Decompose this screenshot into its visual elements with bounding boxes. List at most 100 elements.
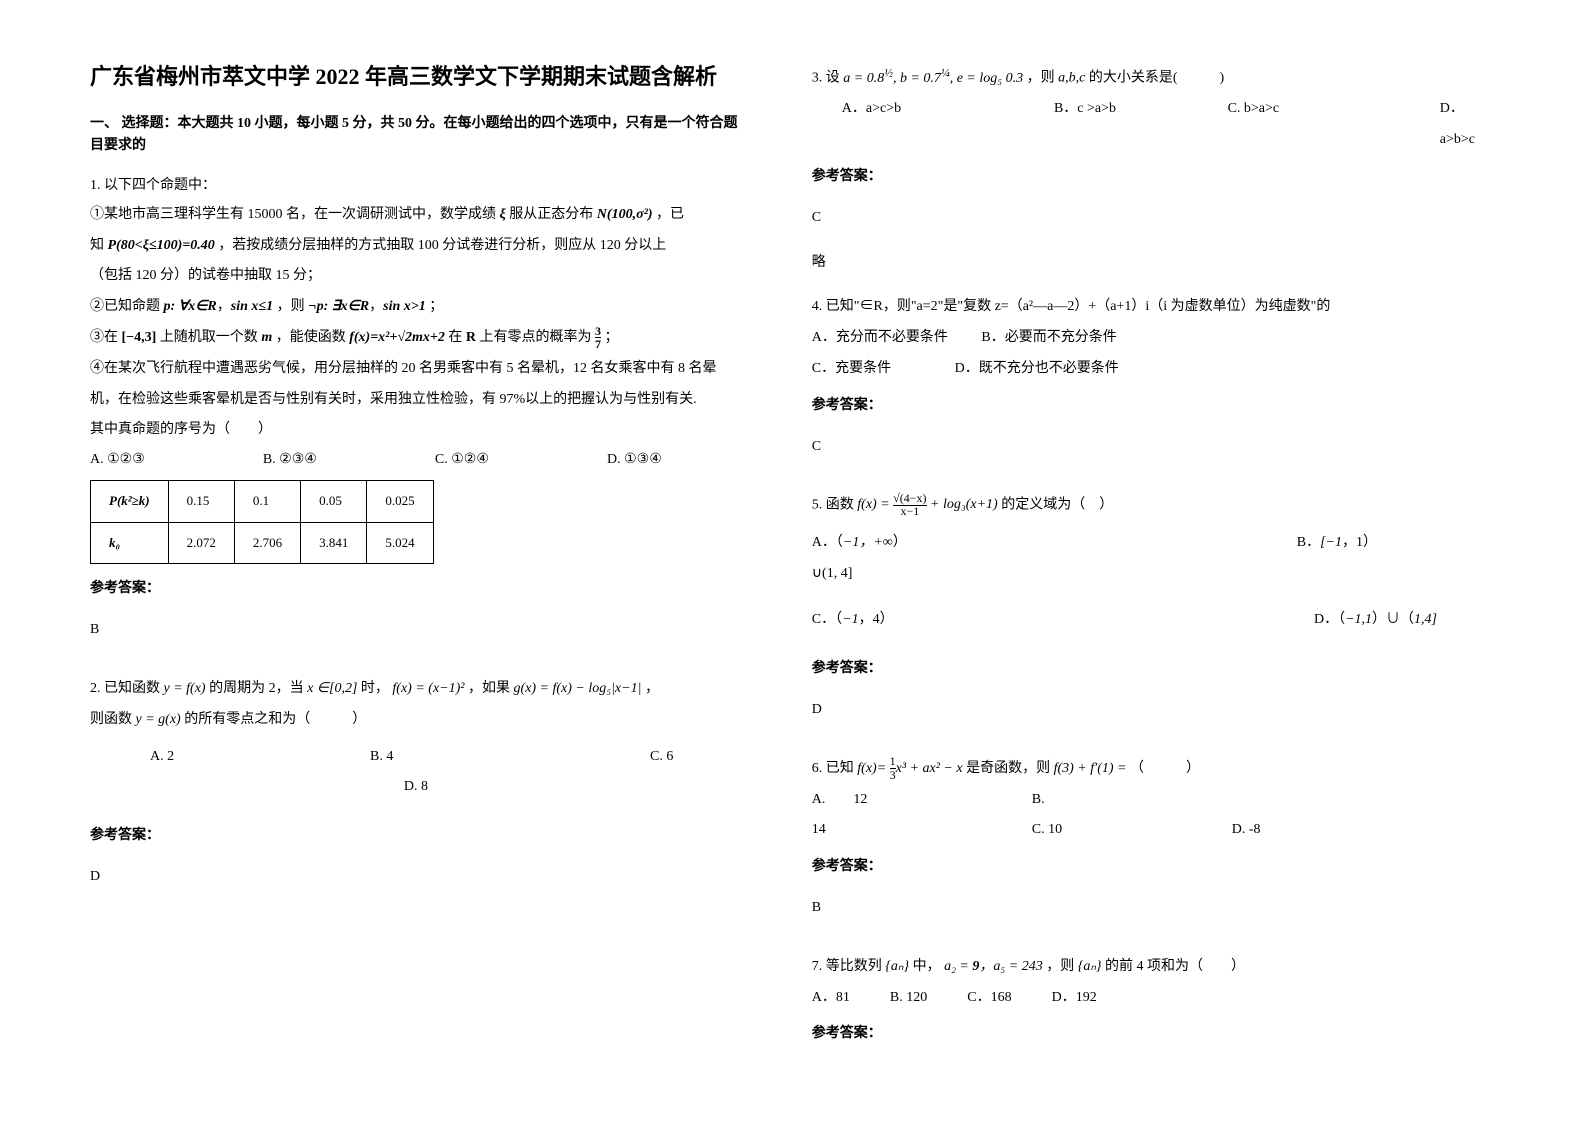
q1-l2a: 知 bbox=[90, 238, 104, 253]
q1-l1a: ①某地市高三理科学生有 15000 名，在一次调研测试中，数学成绩 bbox=[90, 207, 496, 222]
q2-answer: D bbox=[90, 862, 742, 893]
cell: k₀ bbox=[91, 522, 169, 564]
q1-stem: 1. 以下四个命题中： bbox=[90, 172, 742, 200]
abc: a,b,c bbox=[1058, 71, 1085, 86]
q1-options: A. ①②③ B. ②③④ C. ①②④ D. ①③④ bbox=[90, 446, 742, 474]
q3-optC: C. b>a>c bbox=[1228, 94, 1440, 156]
q2-l1e: ， bbox=[645, 681, 659, 696]
question-1: 1. 以下四个命题中： ①某地市高三理科学生有 15000 名，在一次调研测试中… bbox=[90, 172, 742, 660]
q1-optA: A. ①②③ bbox=[90, 446, 145, 474]
q2-line1: 2. 已知函数 y = f(x) 的周期为 2，当 x ∈[0,2] 时， f(… bbox=[90, 674, 742, 705]
q2-l2a: 则函数 bbox=[90, 712, 132, 727]
normal-dist: N(100,σ²) bbox=[597, 207, 653, 222]
q1-l5c: ，能使函数 bbox=[276, 330, 346, 345]
q6-f3: f(3) + f′(1) = bbox=[1054, 761, 1127, 776]
q1-l7: 其中真命题的序号为（ ） bbox=[90, 415, 742, 446]
cell: P(k²≥k) bbox=[91, 481, 169, 523]
q3-optB: B．c >a>b bbox=[1054, 94, 1228, 156]
r-sym: R bbox=[466, 330, 476, 345]
q3-answer-label: 参考答案： bbox=[812, 162, 1497, 193]
q1-l2b: ，若按成绩分层抽样的方式抽取 100 分试卷进行分析，则应从 120 分以上 bbox=[218, 238, 666, 253]
q6-opts-row2: 14 C. 10 D. -8 bbox=[812, 815, 1497, 846]
q4-answer: C bbox=[812, 432, 1497, 463]
q1-l5b: 上随机取一个数 bbox=[160, 330, 258, 345]
q1-answer: B bbox=[90, 615, 742, 646]
q5-optC: C．（−1，4） bbox=[812, 605, 894, 636]
q2-optB: B. 4 bbox=[370, 742, 650, 773]
q2-l1a: 2. 已知函数 bbox=[90, 681, 160, 696]
section-header: 一、 选择题：本大题共 10 小题，每小题 5 分，共 50 分。在每小题给出的… bbox=[90, 113, 742, 158]
q3-l1c: 的大小关系是( ) bbox=[1089, 71, 1224, 86]
table-row: k₀ 2.072 2.706 3.841 5.024 bbox=[91, 522, 434, 564]
an1: {aₙ} bbox=[885, 959, 909, 974]
q1-l1c: ，已 bbox=[656, 207, 684, 222]
q2-l1c: 时， bbox=[361, 681, 389, 696]
a2a5: a₂ = 9，a₅ = 243 bbox=[944, 959, 1043, 974]
cell: 0.025 bbox=[367, 481, 433, 523]
q5-opts1: A．（−1，+∞） B．[−1，1） bbox=[812, 528, 1497, 559]
q1-sub2: 知 P(80<ξ≤100)=0.40 ，若按成绩分层抽样的方式抽取 100 分试… bbox=[90, 231, 742, 262]
cell: 5.024 bbox=[367, 522, 433, 564]
q2-optC: C. 6 bbox=[650, 742, 673, 773]
q1-sub5: ③在 [−4,3] 上随机取一个数 m ，能使函数 f(x)=x²+√2mx+2… bbox=[90, 323, 742, 354]
q2-opts-row2: D. 8 bbox=[90, 772, 742, 803]
q7-opts: A．81 B. 120 C．168 D．192 bbox=[812, 983, 1497, 1014]
q7-answer-label: 参考答案： bbox=[812, 1019, 1497, 1050]
q1-l1b: 服从正态分布 bbox=[509, 207, 593, 222]
m-sym: m bbox=[261, 330, 272, 345]
q7-optA: A．81 bbox=[812, 983, 850, 1014]
q6-optB-val: 14 bbox=[812, 815, 1032, 846]
q2-l2b: 的所有零点之和为（ ） bbox=[184, 712, 366, 727]
q4-optD: D．既不充分也不必要条件 bbox=[955, 361, 1119, 376]
question-6: 6. 已知 f(x)= 13x³ + ax² − x 是奇函数，则 f(3) +… bbox=[812, 754, 1497, 938]
interval-expr: [−4,3] bbox=[122, 330, 157, 345]
q1-optC: C. ①②④ bbox=[435, 446, 489, 474]
q5-answer-label: 参考答案： bbox=[812, 654, 1497, 685]
q7-l1a: 7. 等比数列 bbox=[812, 959, 882, 974]
q5-optB2: ∪(1, 4] bbox=[812, 559, 1497, 590]
q5-optB: B．[−1，1） bbox=[1297, 528, 1377, 559]
q4-l1: 4. 已知"∈R，则"a=2"是"复数 z=（a²—a—2）+（a+1）i（i … bbox=[812, 292, 1497, 323]
q3-l1b: ，则 bbox=[1027, 71, 1055, 86]
question-4: 4. 已知"∈R，则"a=2"是"复数 z=（a²—a—2）+（a+1）i（i … bbox=[812, 292, 1497, 476]
q6-fx: f(x)= 13x³ + ax² − x bbox=[857, 761, 962, 776]
q1-l5d: 在 bbox=[448, 330, 462, 345]
q1-optD: D. ①③④ bbox=[607, 446, 662, 474]
q5-optA: A．（−1，+∞） bbox=[812, 528, 907, 559]
q1-l5a: ③在 bbox=[90, 330, 118, 345]
p-expr: p: ∀x∈R，sin x≤1 bbox=[164, 299, 274, 314]
q7-line1: 7. 等比数列 {aₙ} 中， a₂ = 9，a₅ = 243 ，则 {aₙ} … bbox=[812, 952, 1497, 983]
q2-optA: A. 2 bbox=[90, 742, 370, 773]
notp-expr: ¬p: ∃x∈R，sin x>1 bbox=[308, 299, 426, 314]
q1-answer-label: 参考答案： bbox=[90, 574, 742, 605]
q1-sub1: ①某地市高三理科学生有 15000 名，在一次调研测试中，数学成绩 ξ 服从正态… bbox=[90, 200, 742, 231]
q3-expr: a = 0.8½, b = 0.7¼, e = log₅ 0.3 bbox=[843, 71, 1023, 86]
question-5: 5. 函数 f(x) = √(4−x)x−1 + log₃(x+1) 的定义域为… bbox=[812, 490, 1497, 739]
q2-line2: 则函数 y = g(x) 的所有零点之和为（ ） bbox=[90, 705, 742, 736]
q1-l4b: ，则 bbox=[277, 299, 305, 314]
q3-answer: C bbox=[812, 203, 1497, 234]
q7-l1d: 的前 4 项和为（ ） bbox=[1105, 959, 1245, 974]
q1-l6: ④在某次飞行航程中遭遇恶劣气候，用分层抽样的 20 名男乘客中有 5 名晕机，1… bbox=[90, 354, 742, 416]
q6-optC: C. 10 bbox=[1032, 815, 1232, 846]
q6-optB-label: B. bbox=[1032, 785, 1045, 816]
question-3: 3. 设 a = 0.8½, b = 0.7¼, e = log₅ 0.3 ，则… bbox=[812, 60, 1497, 278]
frac-expr: 37 bbox=[595, 325, 601, 350]
q7-optD: D．192 bbox=[1052, 983, 1097, 1014]
q5-optD: D．（−1,1）∪（1,4] bbox=[1314, 605, 1437, 636]
fxexpr: f(x) = (x−1)² bbox=[392, 681, 464, 696]
x02: x ∈[0,2] bbox=[307, 681, 357, 696]
q7-l1b: 中， bbox=[913, 959, 941, 974]
q6-opts-row1: A. 12 B. bbox=[812, 785, 1497, 816]
document-title: 广东省梅州市萃文中学 2022 年高三数学文下学期期末试题含解析 bbox=[90, 60, 742, 93]
q5-l1b: 的定义域为（ ） bbox=[1001, 498, 1113, 513]
yfx: y = f(x) bbox=[164, 681, 206, 696]
q4-opts1: A．充分而不必要条件 B．必要而不充分条件 bbox=[812, 323, 1497, 354]
q5-answer: D bbox=[812, 695, 1497, 726]
q3-note: 略 bbox=[812, 248, 1497, 279]
q1-sub4: ②已知命题 p: ∀x∈R，sin x≤1 ，则 ¬p: ∃x∈R，sin x>… bbox=[90, 292, 742, 323]
cell: 0.05 bbox=[301, 481, 367, 523]
q2-l1d: ，如果 bbox=[468, 681, 510, 696]
q4-answer-label: 参考答案： bbox=[812, 391, 1497, 422]
cell: 2.072 bbox=[168, 522, 234, 564]
